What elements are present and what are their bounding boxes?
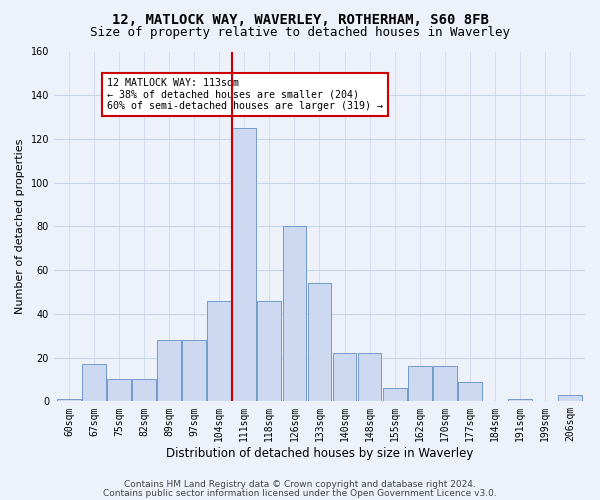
Text: Contains HM Land Registry data © Crown copyright and database right 2024.: Contains HM Land Registry data © Crown c… <box>124 480 476 489</box>
Bar <box>57 399 81 402</box>
Bar <box>132 380 156 402</box>
Bar <box>257 301 281 402</box>
Bar <box>208 301 231 402</box>
Text: 12 MATLOCK WAY: 113sqm
← 38% of detached houses are smaller (204)
60% of semi-de: 12 MATLOCK WAY: 113sqm ← 38% of detached… <box>107 78 383 111</box>
Bar <box>433 366 457 402</box>
Bar <box>82 364 106 402</box>
Text: 12, MATLOCK WAY, WAVERLEY, ROTHERHAM, S60 8FB: 12, MATLOCK WAY, WAVERLEY, ROTHERHAM, S6… <box>112 12 488 26</box>
Bar <box>283 226 307 402</box>
Bar <box>408 366 431 402</box>
Bar <box>508 399 532 402</box>
Bar <box>232 128 256 402</box>
Bar <box>107 380 131 402</box>
X-axis label: Distribution of detached houses by size in Waverley: Distribution of detached houses by size … <box>166 447 473 460</box>
Bar <box>358 353 382 402</box>
Text: Size of property relative to detached houses in Waverley: Size of property relative to detached ho… <box>90 26 510 39</box>
Bar <box>308 284 331 402</box>
Bar <box>558 395 582 402</box>
Bar <box>182 340 206 402</box>
Text: Contains public sector information licensed under the Open Government Licence v3: Contains public sector information licen… <box>103 488 497 498</box>
Bar <box>383 388 407 402</box>
Bar <box>458 382 482 402</box>
Bar <box>332 353 356 402</box>
Bar <box>157 340 181 402</box>
Y-axis label: Number of detached properties: Number of detached properties <box>15 138 25 314</box>
